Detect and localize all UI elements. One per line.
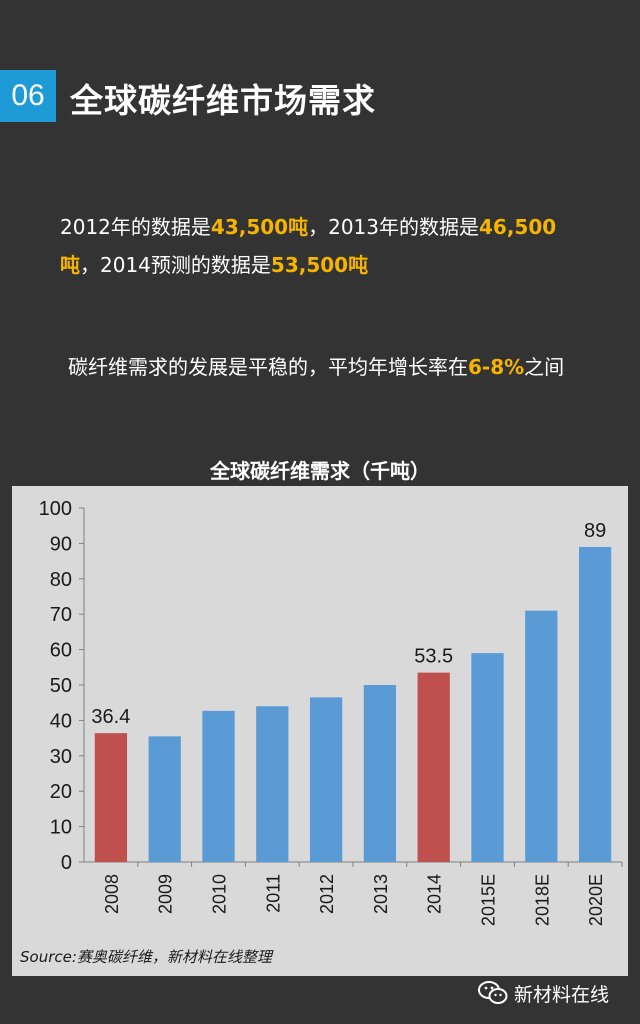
bar-2014 <box>417 672 450 862</box>
bar-2012 <box>309 697 343 862</box>
chart-panel: 0 10 20 30 40 50 60 70 80 90 100 2008 36.4 2009 2010 20… <box>12 486 628 976</box>
bar-2020E <box>578 546 612 862</box>
x-tick-label: 2013 <box>371 874 391 914</box>
highlight-value: 6-8% <box>468 355 525 379</box>
bar-chart: 0 10 20 30 40 50 60 70 80 90 100 2008 36.4 2009 2010 20… <box>39 498 623 926</box>
y-tick-label: 80 <box>50 569 72 591</box>
x-tick-label: 2018E <box>532 874 552 926</box>
bar-2018E <box>525 610 558 862</box>
highlight-value: 43,500吨 <box>210 215 309 239</box>
header: 06 全球碳纤维市场需求 <box>0 0 640 122</box>
source-note: Source:赛奥碳纤维，新材料在线整理 <box>20 948 272 966</box>
brand-label: 新材料在线 <box>514 983 610 1006</box>
y-tick-label: 20 <box>50 781 72 803</box>
text-segment: ，2014预测的数据是 <box>80 253 271 277</box>
bar-2011 <box>256 706 289 862</box>
y-tick-label: 90 <box>50 533 72 555</box>
text-segment: 之间 <box>524 355 565 379</box>
bar-2013 <box>363 685 397 862</box>
y-tick-label: 0 <box>61 852 72 874</box>
x-tick-label: 2014 <box>425 874 445 914</box>
highlight-value: 46,500吨 <box>60 215 557 277</box>
data-label: 89 <box>584 520 606 542</box>
bar-2009 <box>148 736 181 862</box>
bar-2008 <box>94 733 128 862</box>
chart-title: 全球碳纤维需求（千吨） <box>210 459 430 483</box>
data-label: 53.5 <box>414 646 453 668</box>
page-title: 全球碳纤维市场需求 <box>70 81 376 120</box>
x-tick-label: 2010 <box>210 874 230 914</box>
bar-2010 <box>202 710 235 862</box>
wechat-icon <box>478 981 508 1004</box>
x-tick-label: 2009 <box>156 874 176 914</box>
y-tick-label: 40 <box>50 710 72 732</box>
text-segment: 2012年的数据是 <box>60 215 211 239</box>
y-tick-label: 70 <box>50 604 72 626</box>
y-tick-label: 30 <box>50 746 72 768</box>
y-tick-label: 50 <box>50 675 72 697</box>
text-segment: 碳纤维需求的发展是平稳的，平均年增长率在 <box>68 355 468 379</box>
bar-2015E <box>471 653 504 862</box>
paragraph-growth-rate: 碳纤维需求的发展是平稳的，平均年增长率在6-8%之间 <box>68 348 588 386</box>
y-tick-label: 10 <box>50 817 72 839</box>
x-tick-label: 2008 <box>102 874 122 914</box>
paragraph-demand-figures: 2012年的数据是43,500吨，2013年的数据是46,500吨，2014预测… <box>60 208 580 284</box>
data-label: 36.4 <box>91 706 130 728</box>
x-tick-label: 2020E <box>586 874 606 926</box>
x-tick-label: 2015E <box>479 874 499 926</box>
highlight-value: 53,500吨 <box>270 253 369 277</box>
y-tick-label: 60 <box>50 640 72 662</box>
x-tick-label: 2012 <box>317 874 337 914</box>
section-number: 06 <box>0 70 56 122</box>
x-tick-label: 2011 <box>263 874 283 913</box>
text-segment: ，2013年的数据是 <box>308 215 479 239</box>
y-tick-label: 100 <box>39 498 72 520</box>
brand: 新材料在线 <box>478 978 609 1008</box>
